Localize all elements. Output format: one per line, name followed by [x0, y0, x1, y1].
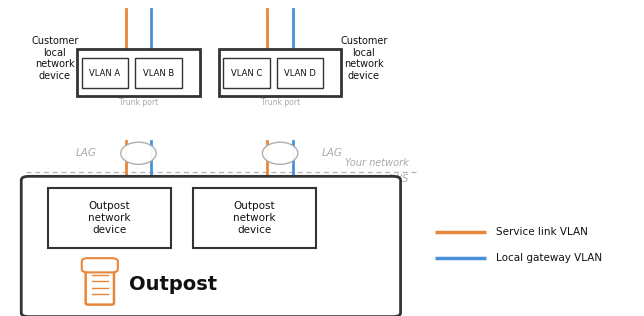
Text: Customer
local
network
device: Customer local network device — [340, 36, 388, 81]
Text: Customer
local
network
device: Customer local network device — [31, 36, 79, 81]
Bar — [219, 49, 341, 96]
Text: Outpost: Outpost — [129, 275, 217, 294]
FancyBboxPatch shape — [86, 270, 114, 305]
Text: Local gateway VLAN: Local gateway VLAN — [496, 252, 602, 263]
Text: VLAN B: VLAN B — [143, 69, 174, 78]
Ellipse shape — [121, 142, 156, 164]
Text: LAG: LAG — [322, 148, 343, 158]
Text: Outpost
network
device: Outpost network device — [233, 201, 276, 235]
Bar — [77, 49, 200, 96]
Text: VLAN A: VLAN A — [90, 69, 120, 78]
Text: Your network: Your network — [345, 158, 409, 168]
Ellipse shape — [263, 142, 298, 164]
Text: VLAN C: VLAN C — [231, 69, 262, 78]
Text: Trunk port: Trunk port — [119, 98, 158, 107]
Bar — [223, 58, 270, 88]
Text: Service link VLAN: Service link VLAN — [496, 227, 588, 237]
FancyBboxPatch shape — [82, 258, 118, 272]
Bar — [135, 58, 182, 88]
Text: Outpost
network
device: Outpost network device — [88, 201, 131, 235]
Bar — [193, 188, 316, 248]
Text: AWS: AWS — [386, 174, 409, 184]
Bar — [82, 58, 128, 88]
Bar — [277, 58, 323, 88]
FancyBboxPatch shape — [21, 176, 401, 316]
Text: VLAN D: VLAN D — [284, 69, 316, 78]
Text: Trunk port: Trunk port — [261, 98, 299, 107]
Bar — [48, 188, 171, 248]
Text: LAG: LAG — [76, 148, 97, 158]
